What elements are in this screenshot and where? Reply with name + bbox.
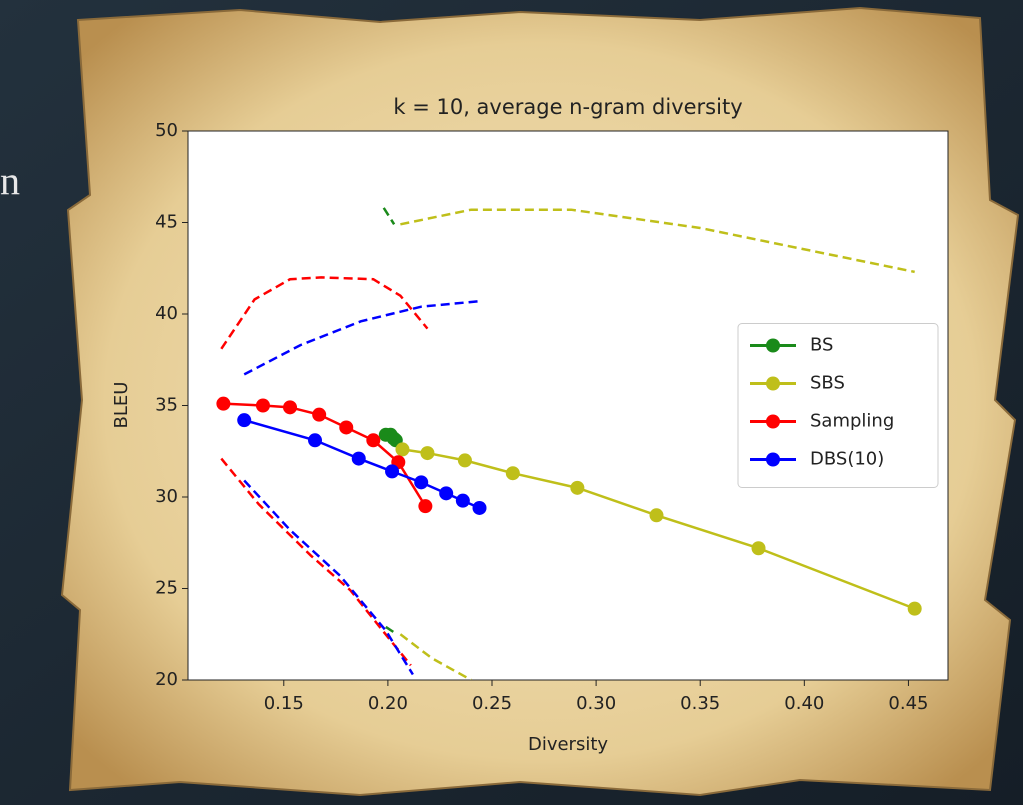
- x-tick-label: 0.40: [784, 693, 824, 714]
- x-tick-label: 0.30: [576, 693, 616, 714]
- y-tick-label: 30: [155, 486, 178, 507]
- data-point: [418, 499, 432, 513]
- data-point: [308, 433, 322, 447]
- legend-label: SBS: [810, 373, 845, 394]
- y-tick-label: 45: [155, 212, 178, 233]
- page: {"side_text": "n", "chart_data": {"type"…: [0, 0, 1023, 805]
- x-tick-label: 0.20: [368, 693, 408, 714]
- data-point: [366, 433, 380, 447]
- y-axis-label: BLEU: [111, 382, 132, 429]
- y-tick-label: 20: [155, 669, 178, 690]
- legend-label: Sampling: [810, 411, 894, 432]
- side-text: n: [0, 158, 20, 203]
- data-point: [283, 400, 297, 414]
- legend-marker: [766, 377, 780, 391]
- chart: k = 10, average n-gram diversity Diversi…: [111, 95, 948, 755]
- legend-marker: [766, 453, 780, 467]
- data-point: [456, 494, 470, 508]
- data-point: [385, 464, 399, 478]
- legend: BS SBS Sampling DBS(10): [738, 324, 938, 488]
- data-point: [458, 453, 472, 467]
- data-point: [256, 399, 270, 413]
- data-point: [414, 475, 428, 489]
- data-point: [570, 481, 584, 495]
- y-tick-label: 35: [155, 395, 178, 416]
- data-point: [312, 408, 326, 422]
- chart-title: k = 10, average n-gram diversity: [393, 95, 742, 119]
- data-point: [439, 486, 453, 500]
- data-point: [216, 397, 230, 411]
- x-axis-label: Diversity: [528, 734, 608, 755]
- data-point: [908, 602, 922, 616]
- legend-label: BS: [810, 335, 833, 356]
- y-tick-label: 50: [155, 120, 178, 141]
- y-tick-label: 40: [155, 303, 178, 324]
- y-tick-label: 25: [155, 578, 178, 599]
- legend-marker: [766, 415, 780, 429]
- x-tick-label: 0.25: [472, 693, 512, 714]
- scene: n k = 10, average n-gram diversity Diver…: [0, 0, 1023, 805]
- data-point: [506, 466, 520, 480]
- legend-label: DBS(10): [810, 449, 884, 470]
- x-tick-label: 0.15: [264, 693, 304, 714]
- data-point: [237, 413, 251, 427]
- data-point: [352, 452, 366, 466]
- x-tick-label: 0.45: [888, 693, 928, 714]
- data-point: [473, 501, 487, 515]
- data-point: [339, 420, 353, 434]
- data-point: [752, 541, 766, 555]
- data-point: [395, 442, 409, 456]
- legend-marker: [766, 339, 780, 353]
- x-tick-label: 0.35: [680, 693, 720, 714]
- data-point: [649, 508, 663, 522]
- data-point: [420, 446, 434, 460]
